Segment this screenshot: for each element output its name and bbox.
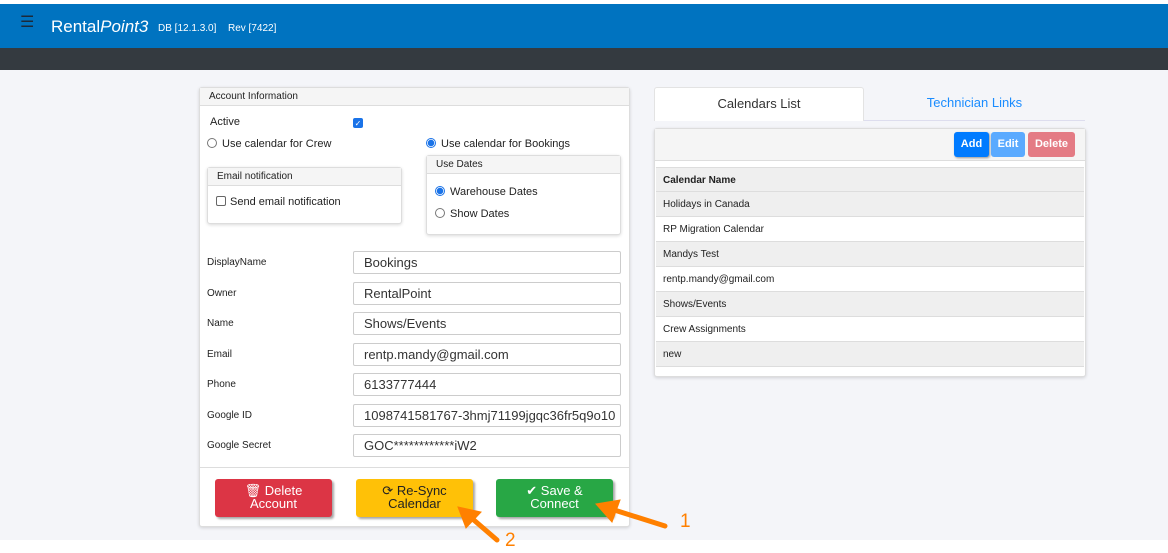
bookings-label: Use calendar for Bookings (441, 138, 571, 150)
crew-radio[interactable] (207, 138, 217, 148)
tabs-baseline (654, 120, 1085, 121)
active-checkbox[interactable]: ✓ (353, 118, 363, 128)
calendar-row[interactable]: rentp.mandy@gmail.com (656, 267, 1084, 292)
arrow-2-label: 2 (505, 530, 516, 551)
hamburger-icon[interactable]: ☰ (20, 14, 35, 31)
show-dates-radio[interactable] (435, 208, 445, 218)
brand-plain: Rental (51, 17, 101, 36)
calendar-row[interactable]: Shows/Events (656, 292, 1084, 317)
tab-technician-links[interactable]: Technician Links (926, 95, 1023, 110)
send-email-label: Send email notification (230, 196, 341, 208)
bookings-radio-option[interactable]: Use calendar for Bookings (426, 138, 570, 150)
brand-italic: Point3 (100, 17, 149, 36)
field-input[interactable]: 1098741581767-3hmj71199jgqc36fr5q9o10 (353, 404, 621, 427)
arrow-1-head (595, 499, 621, 523)
add-calendar-button[interactable]: Add (954, 132, 989, 157)
show-dates-option[interactable]: Show Dates (435, 208, 509, 220)
toolbar-bar (0, 48, 1168, 70)
calendar-row[interactable]: Holidays in Canada (656, 192, 1084, 217)
field-input[interactable]: Shows/Events (353, 312, 621, 335)
check-icon: ✔ (526, 483, 538, 498)
calendar-row[interactable]: Mandys Test (656, 242, 1084, 267)
crew-radio-option[interactable]: Use calendar for Crew (207, 138, 331, 150)
warehouse-dates-label: Warehouse Dates (450, 186, 538, 198)
app-header: ☰ RentalPoint3 DB [12.1.3.0] Rev [7422] (0, 4, 1168, 48)
delete-calendar-button[interactable]: Delete (1028, 132, 1075, 157)
arrow-2-head (457, 506, 482, 529)
bookings-radio[interactable] (426, 138, 436, 148)
calendar-row[interactable]: RP Migration Calendar (656, 217, 1084, 242)
field-input[interactable]: RentalPoint (353, 282, 621, 305)
tab-calendars-list[interactable]: Calendars List (654, 87, 864, 121)
email-notification-title: Email notification (208, 168, 401, 186)
field-label: DisplayName (207, 257, 267, 268)
send-email-checkbox[interactable] (216, 196, 226, 206)
send-email-option[interactable]: Send email notification (216, 196, 341, 208)
field-label: Google Secret (207, 440, 271, 451)
calendar-row[interactable]: new (656, 342, 1084, 367)
warehouse-dates-option[interactable]: Warehouse Dates (435, 186, 538, 198)
calendar-row[interactable]: Crew Assignments (656, 317, 1084, 342)
trash-icon: 🗑 (244, 483, 262, 498)
field-input[interactable]: rentp.mandy@gmail.com (353, 343, 621, 366)
use-dates-box: Use Dates Warehouse Dates Show Dates (426, 155, 621, 235)
warehouse-dates-radio[interactable] (435, 186, 445, 196)
delete-account-button[interactable]: 🗑 Delete Account (215, 479, 332, 517)
crew-label: Use calendar for Crew (222, 138, 332, 150)
save-connect-button[interactable]: ✔ Save & Connect (496, 479, 613, 517)
resync-calendar-button[interactable]: ⟳ Re-Sync Calendar (356, 479, 473, 517)
arrow-1-line (605, 505, 668, 529)
account-panel-title: Account Information (200, 88, 629, 106)
top-strip (0, 0, 1168, 4)
edit-calendar-button[interactable]: Edit (991, 132, 1025, 157)
sync-icon: ⟳ (382, 483, 394, 498)
field-label: Email (207, 349, 233, 360)
divider (200, 467, 629, 468)
field-input[interactable]: Bookings (353, 251, 621, 274)
field-label: Phone (207, 379, 236, 390)
show-dates-label: Show Dates (450, 208, 510, 220)
use-dates-title: Use Dates (427, 156, 620, 174)
field-label: Name (207, 318, 234, 329)
brand-logo: RentalPoint3 (51, 17, 148, 37)
field-input[interactable]: 6133777444 (353, 373, 621, 396)
field-label: Owner (207, 288, 237, 299)
field-label: Google ID (207, 410, 253, 421)
active-label: Active (210, 116, 240, 128)
calendar-name-header: Calendar Name (656, 167, 1084, 192)
field-input[interactable]: GOC************iW2 (353, 434, 621, 457)
arrow-1-label: 1 (680, 511, 691, 532)
db-version: DB [12.1.3.0] (158, 23, 217, 34)
rev-version: Rev [7422] (228, 23, 277, 34)
email-notification-box: Email notification Send email notificati… (207, 167, 402, 224)
